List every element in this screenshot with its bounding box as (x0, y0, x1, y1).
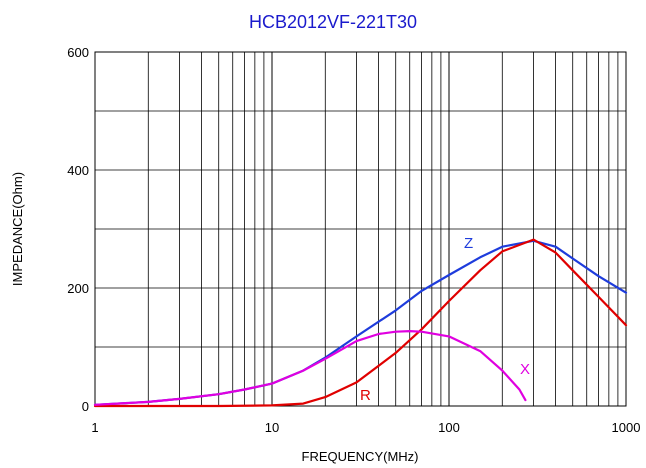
y-tick-label: 600 (67, 45, 89, 60)
grid (95, 52, 626, 406)
x-tick-label: 10 (265, 420, 279, 435)
series-label-z: Z (464, 235, 473, 252)
x-tick-label: 1 (91, 420, 98, 435)
chart-title: HCB2012VF-221T30 (249, 12, 417, 32)
series-label-x: X (520, 361, 530, 378)
series-label-r: R (360, 387, 371, 404)
series-line-x (93, 330, 527, 406)
series-lines (93, 238, 628, 408)
series-line-r (93, 238, 628, 408)
y-tick-label: 200 (67, 281, 89, 296)
x-axis-title: FREQUENCY(MHz) (302, 449, 419, 464)
plot-frame (94, 51, 627, 407)
y-tick-label: 0 (82, 399, 89, 414)
x-tick-label: 1000 (612, 420, 641, 435)
y-tick-labels: 0 200 400 600 (67, 45, 89, 414)
x-tick-label: 100 (438, 420, 460, 435)
x-tick-labels: 1 10 100 1000 (91, 420, 640, 435)
y-tick-label: 400 (67, 163, 89, 178)
y-axis-title: IMPEDANCE(Ohm) (10, 172, 25, 286)
